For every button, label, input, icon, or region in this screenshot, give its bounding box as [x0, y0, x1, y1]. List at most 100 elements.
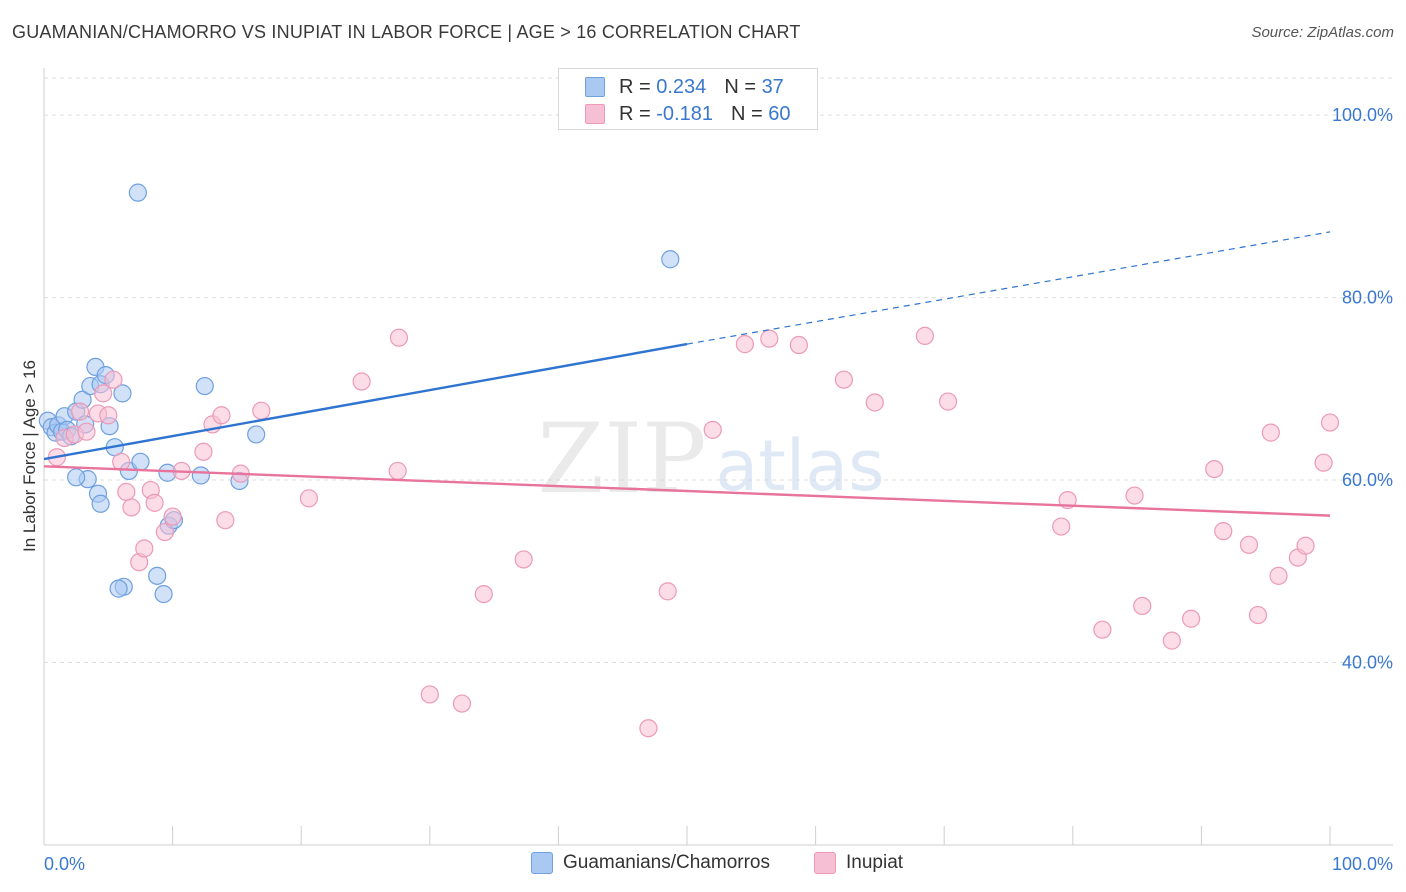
point-guamanians	[191, 466, 210, 485]
point-inupiat	[104, 370, 123, 389]
point-guamanians	[131, 452, 150, 471]
point-inupiat	[252, 401, 271, 420]
point-inupiat	[514, 550, 533, 569]
point-inupiat	[865, 393, 884, 412]
point-guamanians	[154, 584, 173, 604]
legend-swatch-pink	[814, 852, 836, 874]
correlation-legend: R = 0.234 N = 37 R = -0.181 N = 60	[558, 68, 818, 130]
point-inupiat	[1239, 535, 1259, 554]
point-inupiat	[1133, 596, 1152, 616]
point-inupiat	[122, 498, 141, 517]
series-guamanians-points	[38, 183, 680, 604]
point-inupiat	[99, 406, 118, 425]
point-guamanians	[661, 250, 680, 269]
point-inupiat	[299, 489, 319, 508]
gridlines	[44, 77, 1393, 664]
y-tick-label: 80.0%	[1342, 288, 1393, 308]
tick-labels: 40.0% 60.0% 80.0% 100.0% 0.0% 100.0%	[44, 105, 1393, 874]
y-tick-label: 40.0%	[1342, 653, 1393, 673]
point-inupiat	[70, 402, 90, 421]
source-label: Source: ZipAtlas.com	[1251, 24, 1394, 41]
y-tick-label: 60.0%	[1342, 470, 1393, 490]
r-label: R =	[619, 75, 651, 98]
legend-item-guamanians[interactable]: Guamanians/Chamorros	[531, 852, 770, 874]
point-inupiat	[1125, 486, 1144, 505]
point-inupiat	[834, 370, 853, 389]
point-inupiat	[1052, 517, 1071, 536]
point-inupiat	[117, 482, 136, 502]
point-inupiat	[155, 522, 174, 542]
point-inupiat	[94, 384, 113, 403]
point-inupiat	[474, 584, 493, 604]
point-inupiat	[1248, 605, 1268, 625]
axes	[43, 68, 1393, 846]
point-inupiat	[452, 694, 472, 713]
legend-swatch-blue	[531, 852, 553, 874]
point-guamanians	[195, 376, 214, 396]
point-inupiat	[420, 685, 439, 704]
point-guamanians	[109, 579, 128, 598]
point-guamanians	[148, 566, 167, 585]
point-inupiat	[212, 406, 231, 425]
legend-item-inupiat[interactable]: Inupiat	[814, 852, 903, 874]
r-value: -0.181	[656, 102, 713, 125]
point-inupiat	[760, 329, 779, 348]
point-inupiat	[658, 582, 677, 601]
legend-swatch-pink	[585, 104, 605, 124]
n-value: 60	[768, 102, 791, 125]
legend-swatch-blue	[585, 77, 605, 97]
point-inupiat	[77, 422, 96, 441]
legend-row-inupiat: R = -0.181 N = 60	[585, 101, 790, 127]
legend-row-guamanians: R = 0.234 N = 37	[585, 74, 784, 100]
series-legend: Guamanians/Chamorros Inupiat	[0, 852, 1406, 878]
r-value: 0.234	[656, 75, 707, 98]
point-inupiat	[938, 392, 958, 411]
point-inupiat	[388, 461, 407, 481]
trend-line-guamanians-extension	[686, 231, 1331, 345]
point-inupiat	[112, 452, 131, 471]
chart-title: GUAMANIAN/CHAMORRO VS INUPIAT IN LABOR F…	[12, 22, 801, 42]
point-inupiat	[216, 511, 235, 530]
point-inupiat	[145, 493, 164, 512]
point-inupiat	[1182, 609, 1201, 628]
point-guamanians	[91, 494, 110, 513]
point-inupiat	[639, 719, 658, 738]
point-inupiat	[735, 335, 754, 354]
trend-lines	[43, 231, 1331, 517]
n-label: N =	[730, 102, 763, 125]
point-guamanians	[67, 468, 86, 487]
point-guamanians	[128, 183, 147, 202]
watermark-zip: ZIP	[537, 403, 706, 515]
point-inupiat	[1205, 459, 1224, 479]
point-inupiat	[1269, 566, 1288, 585]
point-inupiat	[703, 420, 722, 439]
point-inupiat	[1314, 453, 1333, 472]
point-inupiat	[1296, 536, 1315, 555]
legend-label: Guamanians/Chamorros	[563, 852, 770, 873]
point-inupiat	[352, 372, 371, 391]
point-inupiat	[1162, 631, 1181, 650]
point-inupiat	[789, 335, 808, 355]
watermark: ZIP atlas	[537, 403, 884, 515]
point-inupiat	[389, 328, 409, 347]
point-inupiat	[1214, 522, 1233, 541]
trend-line-inupiat	[43, 465, 1331, 517]
point-inupiat	[915, 326, 935, 345]
point-inupiat	[1261, 423, 1280, 442]
trend-line-guamanians	[43, 342, 688, 461]
point-inupiat	[1093, 620, 1112, 639]
point-guamanians	[247, 425, 266, 444]
x-tick-label: 0.0%	[44, 854, 85, 874]
x-tick-label: 100.0%	[1332, 854, 1393, 874]
point-inupiat	[135, 539, 154, 558]
n-label: N =	[724, 75, 756, 98]
n-value: 37	[761, 75, 784, 98]
point-inupiat	[1320, 413, 1340, 432]
point-guamanians	[113, 384, 132, 403]
point-inupiat	[163, 507, 182, 526]
y-tick-label: 100.0%	[1332, 105, 1393, 125]
legend-label: Inupiat	[846, 852, 904, 873]
series-inupiat-points	[47, 326, 1340, 738]
r-label: R =	[619, 102, 651, 125]
